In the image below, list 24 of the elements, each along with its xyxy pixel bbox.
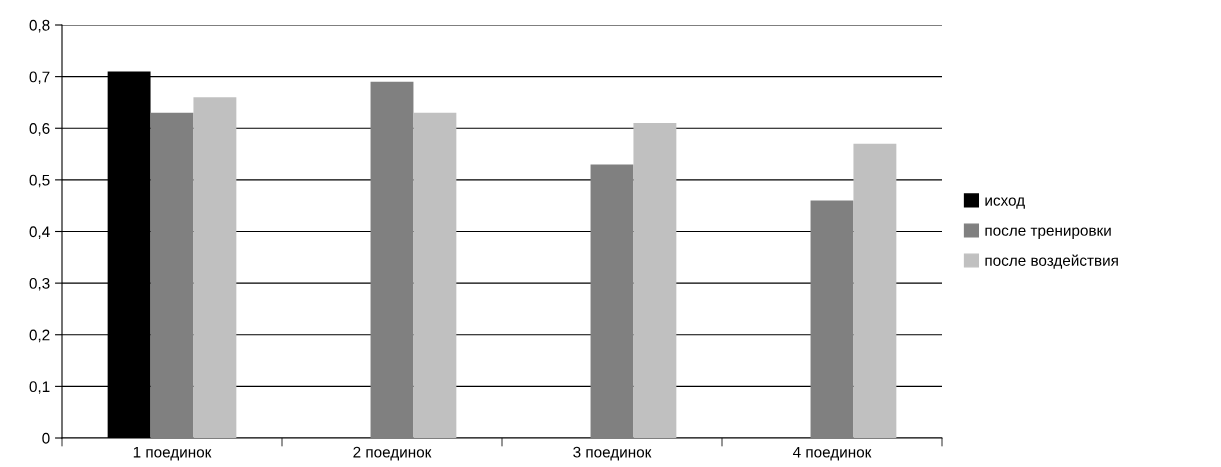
y-tick-label: 0,3 (29, 277, 50, 291)
y-tick-label: 0,1 (29, 381, 50, 394)
x-tick-label: 1 поединок (133, 446, 212, 461)
legend-label: после воздействия (985, 254, 1118, 269)
bar (150, 112, 194, 438)
x-tick-label: 2 поединок (353, 446, 432, 461)
bar (370, 81, 414, 438)
bar (413, 112, 457, 438)
legend-label: после тренировки (985, 227, 1111, 239)
y-tick-label: 0,5 (29, 174, 50, 188)
y-tick-label: 0,8 (29, 19, 50, 33)
x-tick-label: 4 поединок (792, 446, 872, 461)
legend-label: исход (985, 197, 1025, 209)
bar (810, 200, 854, 438)
y-tick-label: 0,4 (29, 226, 50, 239)
y-tick-label: 0,6 (29, 123, 50, 136)
x-tick-label: 3 поединок (573, 446, 652, 461)
y-tick-label: 0 (42, 432, 50, 444)
bar (853, 143, 897, 438)
bar (590, 164, 634, 438)
bar (633, 123, 677, 438)
y-tick-label: 0,7 (29, 71, 50, 85)
bar (193, 97, 237, 438)
y-tick-label: 0,2 (29, 329, 50, 343)
